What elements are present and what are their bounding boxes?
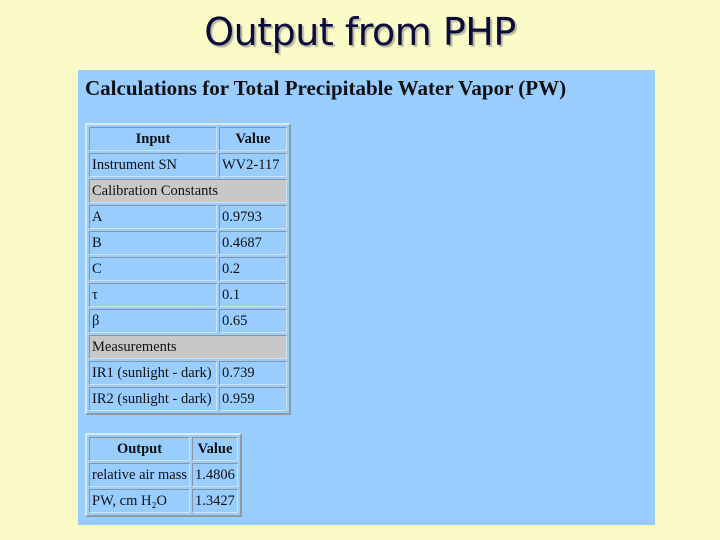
table-row: Instrument SN WV2-117 bbox=[89, 153, 287, 177]
column-header: Output bbox=[89, 437, 191, 461]
table-row: τ 0.1 bbox=[89, 283, 287, 307]
column-header: Value bbox=[219, 127, 287, 151]
page-heading: Calculations for Total Precipitable Wate… bbox=[85, 76, 567, 100]
table-cell: 0.2 bbox=[219, 257, 287, 281]
table-cell: Instrument SN bbox=[89, 153, 217, 177]
table-cell: 0.65 bbox=[219, 309, 287, 333]
table-row: PW, cm H₂O 1.3427 bbox=[89, 489, 238, 513]
table-cell: 1.3427 bbox=[192, 489, 238, 513]
table-cell: 0.959 bbox=[219, 387, 287, 411]
table-cell: τ bbox=[89, 283, 217, 307]
table-cell: B bbox=[89, 231, 217, 255]
table-row: relative air mass 1.4806 bbox=[89, 463, 238, 487]
table-cell: IR1 (sunlight - dark) bbox=[89, 361, 217, 385]
output-table: Output Value relative air mass 1.4806 PW, cm… bbox=[85, 433, 242, 517]
table-row: A 0.9793 bbox=[89, 205, 287, 229]
table-cell: 1.4806 bbox=[192, 463, 238, 487]
table-cell: relative air mass bbox=[89, 463, 191, 487]
table-cell: PW, cm H₂O bbox=[89, 489, 191, 513]
table-row: IR2 (sunlight - dark) 0.959 bbox=[89, 387, 287, 411]
table-cell: 0.4687 bbox=[219, 231, 287, 255]
table-cell: IR2 (sunlight - dark) bbox=[89, 387, 217, 411]
section-label: Measurements bbox=[89, 335, 287, 359]
column-header: Input bbox=[89, 127, 217, 151]
table-cell: A bbox=[89, 205, 217, 229]
table-row: IR1 (sunlight - dark) 0.739 bbox=[89, 361, 287, 385]
input-table: Input Value Instrument SN WV2-117 Calibratio… bbox=[85, 123, 291, 415]
header-row: Input Value bbox=[89, 127, 287, 151]
slide-title: Output from PHP bbox=[204, 10, 516, 54]
table-cell: 0.9793 bbox=[219, 205, 287, 229]
table-row: C 0.2 bbox=[89, 257, 287, 281]
php-output-panel: Calculations for Total Precipitable Wate… bbox=[78, 70, 655, 525]
section-label: Calibration Constants bbox=[89, 179, 287, 203]
table-cell: β bbox=[89, 309, 217, 333]
table-row: β 0.65 bbox=[89, 309, 287, 333]
table-cell: C bbox=[89, 257, 217, 281]
table-cell: WV2-117 bbox=[219, 153, 287, 177]
table-row: B 0.4687 bbox=[89, 231, 287, 255]
section-row: Calibration Constants bbox=[89, 179, 287, 203]
section-row: Measurements bbox=[89, 335, 287, 359]
table-cell: 0.1 bbox=[219, 283, 287, 307]
table-cell: 0.739 bbox=[219, 361, 287, 385]
column-header: Value bbox=[192, 437, 238, 461]
header-row: Output Value bbox=[89, 437, 238, 461]
